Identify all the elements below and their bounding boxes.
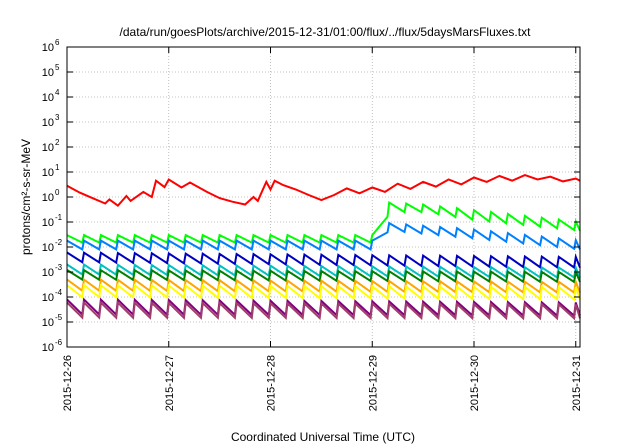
series-line	[66, 200, 581, 245]
chart-title: /data/run/goesPlots/archive/2015-12-31/0…	[120, 25, 532, 39]
series-lines	[66, 174, 581, 321]
series-line	[66, 283, 581, 302]
y-tick-label: 10	[42, 342, 54, 354]
y-tick-exponent: -4	[55, 288, 63, 297]
series-line	[66, 251, 581, 270]
y-tick-label: 10	[42, 92, 54, 104]
y-tick-exponent: 6	[55, 38, 60, 47]
series-line	[66, 277, 581, 295]
series-line	[66, 297, 581, 318]
x-axis-title: Coordinated Universal Time (UTC)	[231, 430, 415, 444]
y-tick-exponent: -3	[55, 263, 63, 272]
y-tick-label: 10	[42, 192, 54, 204]
y-tick-exponent: 4	[55, 88, 60, 97]
y-tick-label: 10	[42, 217, 54, 229]
series-line	[66, 221, 581, 251]
y-axis-ticks: 10 -610 -510 -410 -310 -210 -110 010 110 210 310 41…	[42, 38, 580, 354]
x-tick-label: 2015-12-26	[62, 355, 74, 411]
x-axis-ticks: 2015-12-26 2015-12-27 2015-12-28 2015-12-29…	[62, 47, 583, 411]
y-tick-label: 10	[42, 267, 54, 279]
x-tick-label: 2015-12-29	[367, 355, 379, 411]
x-tick-label: 2015-12-27	[164, 355, 176, 411]
y-tick-label: 10	[42, 167, 54, 179]
y-tick-label: 10	[42, 117, 54, 129]
y-axis-title: protons/cm²-s-sr-MeV	[19, 139, 33, 255]
y-tick-label: 10	[42, 292, 54, 304]
y-tick-label: 10	[42, 67, 54, 79]
y-tick-exponent: 1	[55, 163, 60, 172]
series-line	[66, 174, 581, 208]
y-tick-exponent: 2	[55, 138, 60, 147]
y-tick-label: 10	[42, 317, 54, 329]
x-tick-label: 2015-12-30	[469, 355, 481, 411]
x-tick-label: 2015-12-28	[266, 355, 278, 411]
series-line	[66, 300, 581, 321]
series-line	[66, 262, 581, 280]
y-tick-label: 10	[42, 42, 54, 54]
series-line	[66, 268, 581, 284]
y-tick-exponent: 5	[55, 63, 60, 72]
y-tick-exponent: -6	[55, 338, 63, 347]
y-tick-exponent: 0	[55, 188, 60, 197]
y-tick-label: 10	[42, 142, 54, 154]
y-tick-label: 10	[42, 242, 54, 254]
y-tick-exponent: -5	[55, 313, 63, 322]
x-tick-label: 2015-12-31	[571, 355, 583, 411]
y-tick-exponent: 3	[55, 113, 60, 122]
y-tick-exponent: -1	[55, 213, 63, 222]
y-tick-exponent: -2	[55, 238, 63, 247]
